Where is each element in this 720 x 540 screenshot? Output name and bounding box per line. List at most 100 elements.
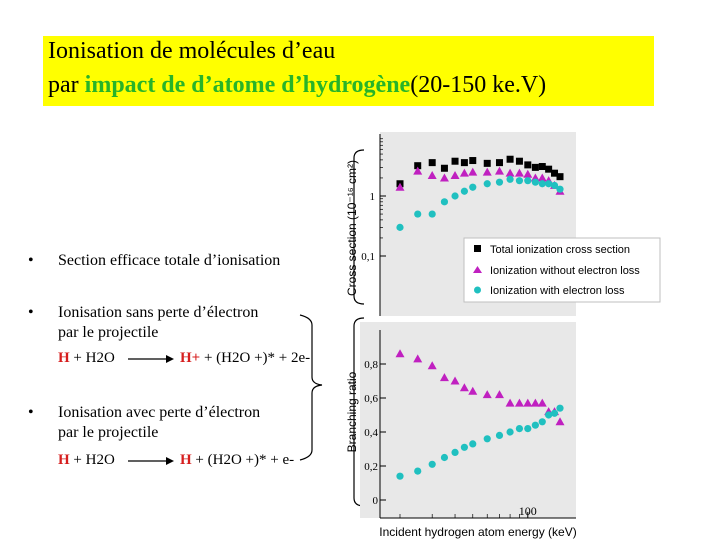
reaction-1-h-product: H+ — [180, 350, 201, 366]
chart2-point-s0-2 — [427, 361, 437, 370]
chart2-x-axis-label: Incident hydrogen atom energy (keV) — [379, 525, 576, 539]
chart1-point-s0-13 — [538, 163, 546, 171]
chart2-point-s1-3 — [440, 453, 449, 462]
legend-label-with: Ionization with electron loss — [490, 285, 625, 297]
title-prefix: par — [48, 72, 85, 98]
chart2-point-s0-0 — [395, 349, 405, 358]
bullet-1-mark: • — [28, 252, 34, 269]
chart2-point-s0-13 — [537, 398, 547, 407]
chart1-point-s2-7 — [483, 180, 491, 188]
chart1-point-s2-3 — [440, 198, 449, 206]
chart2-point-s1-5 — [460, 443, 468, 451]
chart1-point-s0-10 — [515, 157, 523, 165]
bullet-3-line-2: par le projectile — [58, 424, 159, 441]
chart2-point-s1-11 — [524, 425, 532, 433]
chart1-point-s2-4 — [451, 192, 459, 200]
reaction-1-reactants: + H2O — [69, 350, 115, 366]
chart2-point-s0-10 — [514, 398, 524, 407]
chart1-point-s0-4 — [451, 157, 459, 165]
chart1-point-s0-12 — [531, 163, 539, 171]
chart2-point-s0-8 — [494, 390, 504, 399]
bullet-2-mark: • — [28, 304, 34, 321]
chart1-point-s0-3 — [440, 164, 448, 172]
chart1-point-s1-13 — [537, 173, 547, 182]
chart1-point-s1-0 — [395, 182, 405, 191]
reaction-1-right: H+ + (H2O +)* + 2e- — [180, 350, 310, 367]
chart1-point-s2-12 — [531, 178, 539, 186]
title-highlight: impact de d’atome d’hydrogène — [84, 72, 411, 98]
reaction-2-right: H + (H2O +)* + e- — [180, 452, 294, 469]
chart2-y-tick-label-0: 0 — [373, 495, 379, 507]
title-line-1: Ionisation de molécules d’eau — [48, 38, 336, 64]
chart1-point-s2-8 — [495, 178, 504, 186]
chart2-y-tick-label-1: 0,2 — [364, 461, 378, 473]
legend-box — [463, 237, 661, 303]
bullet-1-text: Section efficace totale d’ionisation — [58, 252, 281, 269]
chart1-y-axis-label: Cross section (10⁻¹⁶ cm²) — [345, 160, 359, 296]
chart2-point-s1-9 — [506, 428, 514, 436]
chart1-point-s1-4 — [450, 170, 460, 179]
chart1-point-s1-7 — [482, 167, 492, 176]
chart1-point-s2-13 — [538, 180, 546, 188]
chart2-point-s0-5 — [459, 383, 469, 392]
chart2-point-s1-16 — [556, 404, 564, 412]
reaction-1-h: H — [58, 350, 70, 366]
chart2-point-s0-7 — [482, 390, 492, 399]
title-banner — [43, 36, 654, 106]
legend-marker-with — [474, 286, 481, 294]
panel-2-bracket — [353, 317, 365, 507]
chart2-point-s1-6 — [469, 440, 477, 448]
reaction-1-arrow — [128, 355, 174, 363]
chart2-y-tick-label-3: 0,6 — [364, 393, 378, 405]
chart1-point-s0-14 — [545, 165, 553, 173]
chart2-point-s1-13 — [538, 418, 546, 426]
chart1-point-s0-6 — [469, 157, 477, 165]
chart1-point-s2-6 — [469, 183, 477, 191]
reaction-2-reactants: + H2O — [69, 452, 115, 468]
chart1-point-s2-9 — [506, 175, 514, 183]
chart1-point-s1-10 — [514, 168, 524, 177]
chart1-point-s1-8 — [494, 166, 504, 175]
legend-label-without: Ionization without electron loss — [490, 265, 640, 277]
chart1-point-s2-16 — [556, 185, 564, 193]
chart2-point-s0-16 — [555, 417, 565, 426]
chart1-point-s0-16 — [556, 173, 564, 181]
chart1-point-s0-2 — [428, 159, 436, 167]
chart1-point-s0-15 — [551, 169, 559, 177]
bracket-connector — [299, 314, 323, 461]
reaction-2-h-product: H — [180, 452, 192, 468]
reaction-1-left: H + H2O — [58, 350, 115, 367]
legend-marker-total — [474, 245, 481, 252]
chart2-point-s1-2 — [428, 460, 436, 468]
chart2-point-s0-1 — [413, 354, 423, 363]
chart1-point-s2-1 — [414, 210, 422, 218]
reaction-2-left: H + H2O — [58, 452, 115, 469]
legend-label-total: Total ionization cross section — [490, 244, 630, 256]
reaction-2-products: + (H2O +)* + e- — [191, 452, 295, 468]
chart2-point-s1-7 — [483, 435, 491, 443]
chart2-point-s0-9 — [505, 398, 515, 407]
chart1-point-s0-5 — [460, 159, 468, 167]
chart2-y-axis-label: Branching ratio — [345, 371, 359, 452]
chart1-point-s1-9 — [505, 168, 515, 177]
reaction-1-products: + (H2O +)* + 2e- — [200, 350, 311, 366]
chart2-point-s0-12 — [530, 398, 540, 407]
chart2-x-tick-label-0: 100 — [519, 504, 537, 518]
chart1-point-s1-1 — [413, 166, 423, 175]
chart2-point-s1-8 — [495, 431, 504, 439]
chart2-point-s1-1 — [414, 467, 422, 475]
chart1-point-s1-5 — [459, 168, 469, 177]
chart2-point-s0-4 — [450, 376, 460, 385]
chart1-point-s0-1 — [414, 162, 422, 170]
chart2-y-tick-label-2: 0,4 — [364, 427, 378, 439]
reaction-2-h: H — [58, 452, 70, 468]
chart1-point-s0-8 — [495, 159, 503, 167]
legend-marker-without — [473, 266, 482, 273]
chart2-point-s0-6 — [468, 386, 478, 395]
chart2-point-s1-12 — [531, 421, 539, 429]
title-suffix: (20-150 ke.V) — [410, 72, 547, 98]
chart1-point-s2-14 — [545, 180, 553, 188]
chart2-point-s1-4 — [451, 448, 459, 456]
panel-1-bracket — [353, 149, 365, 305]
